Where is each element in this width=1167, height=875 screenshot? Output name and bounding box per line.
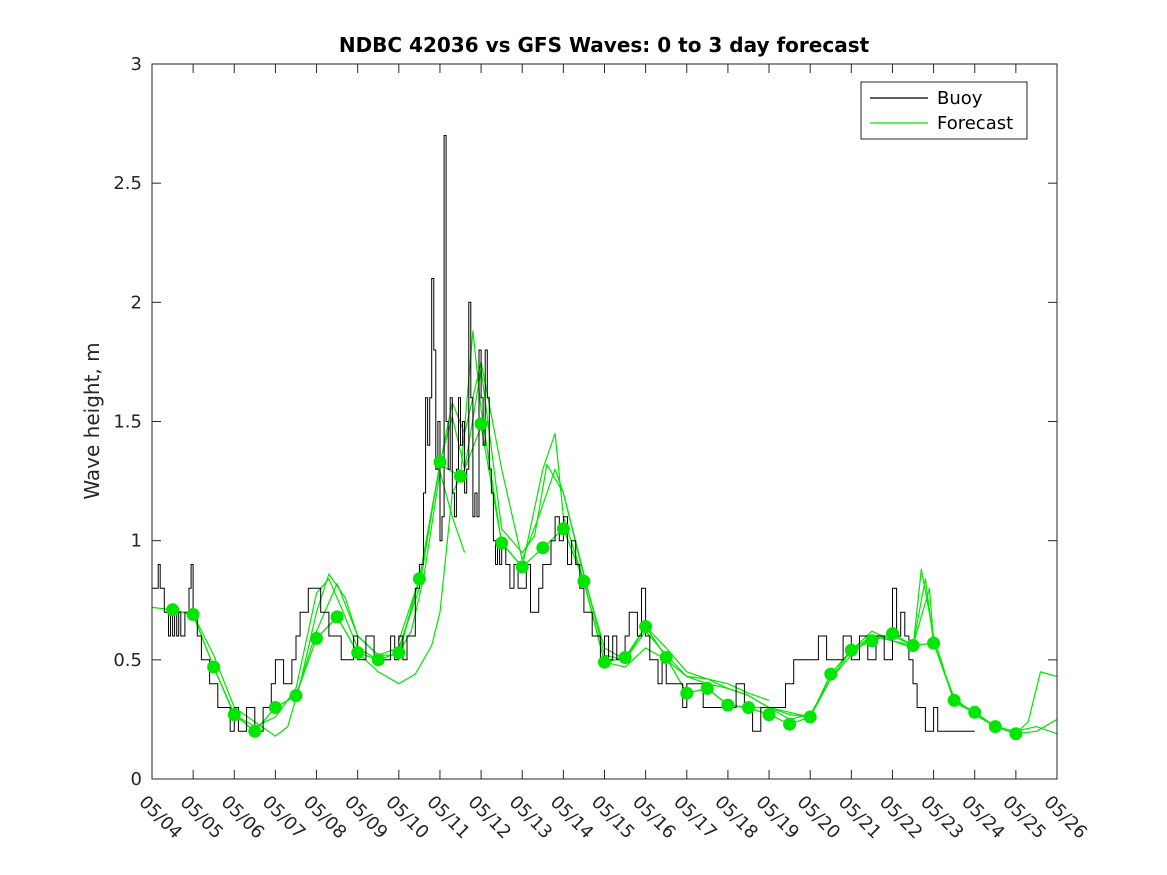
legend: Buoy Forecast [860,81,1028,140]
y-tick-label-3: 1.5 [113,412,142,433]
forecast-marker-13 [433,455,447,469]
forecast-marker-15 [474,417,488,431]
forecast-marker-40 [988,720,1002,734]
forecast-marker-29 [762,708,776,722]
legend-forecast-label: Forecast [937,113,1013,134]
forecast-marker-22 [618,651,632,664]
forecast-marker-16 [495,536,509,550]
forecast-marker-12 [412,572,426,586]
forecast-marker-6 [289,689,303,703]
forecast-marker-18 [536,541,550,555]
forecast-marker-20 [577,574,591,588]
forecast-marker-28 [742,701,755,714]
forecast-marker-24 [659,651,673,664]
forecast-marker-23 [639,620,653,633]
legend-box [860,81,1028,140]
forecast-marker-34 [865,634,879,648]
y-tick-label-5: 2.5 [113,173,142,194]
y-axis-label: Wave height, m [80,342,104,499]
forecast-marker-37 [927,636,941,650]
forecast-marker-7 [310,631,323,645]
forecast-marker-41 [1009,727,1023,741]
forecast-marker-30 [783,717,797,731]
plot-area [152,135,1057,741]
forecast-marker-26 [700,681,714,695]
plot-series-group [152,135,1057,741]
forecast-marker-38 [947,693,961,707]
y-tick-label-2: 1 [131,531,142,552]
forecast-marker-25 [680,686,694,700]
forecast-marker-35 [886,627,899,641]
forecast-marker-36 [906,639,920,652]
y-tick-label-0: 0 [131,769,142,790]
forecast-marker-9 [351,646,365,660]
forecast-marker-3 [227,708,241,722]
forecast-marker-31 [803,710,817,724]
legend-buoy-label: Buoy [937,88,983,109]
forecast-marker-8 [330,610,344,624]
forecast-marker-19 [556,522,570,536]
forecast-marker-2 [207,660,221,674]
forecast-marker-14 [454,469,467,483]
forecast-marker-21 [598,655,611,669]
y-tick-label-6: 3 [131,54,142,75]
y-tick-label-4: 2 [131,292,142,313]
forecast-marker-33 [844,643,858,657]
forecast-marker-4 [248,724,262,738]
forecast-marker-5 [268,701,282,714]
forecast-marker-0 [166,603,180,617]
forecast-marker-10 [371,653,385,667]
forecast-marker-17 [515,560,529,574]
forecast-marker-11 [392,646,406,660]
y-tick-label-1: 0.5 [113,650,142,671]
forecast-marker-1 [186,608,200,621]
chart-title: NDBC 42036 vs GFS Waves: 0 to 3 day fore… [339,33,870,57]
forecast-run-line-6 [480,426,1017,735]
forecast-marker-32 [824,667,838,681]
forecast-marker-27 [721,698,735,712]
forecast-marker-39 [968,705,982,719]
